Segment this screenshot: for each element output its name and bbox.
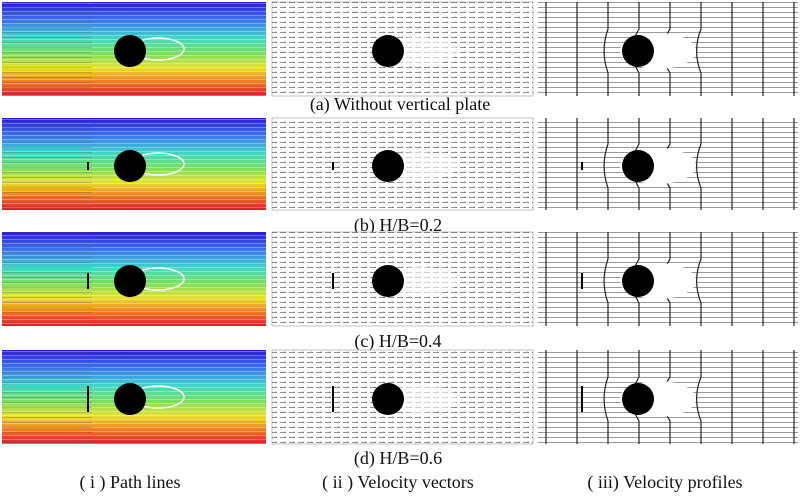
row-caption: (b) H/B=0.2 bbox=[354, 215, 442, 236]
profile-line bbox=[696, 118, 702, 210]
velocity-vectors-panel bbox=[271, 349, 534, 445]
profile-line bbox=[696, 2, 702, 96]
path-lines-panel bbox=[2, 118, 266, 210]
cylinder bbox=[622, 35, 654, 67]
velocity-vectors-panel bbox=[271, 231, 534, 327]
cylinder bbox=[622, 265, 654, 297]
velocity-vectors-panel bbox=[271, 1, 534, 97]
row-caption: (c) H/B=0.4 bbox=[354, 331, 441, 352]
profile-line bbox=[603, 2, 609, 96]
velocity-vectors-panel bbox=[271, 117, 534, 211]
cylinder bbox=[114, 265, 146, 297]
velocity-profiles-panel bbox=[538, 2, 798, 96]
path-lines-panel bbox=[2, 350, 266, 444]
column-label: ( ii ) Velocity vectors bbox=[322, 472, 474, 493]
cylinder bbox=[372, 383, 404, 415]
cylinder bbox=[622, 383, 654, 415]
profile-line bbox=[603, 118, 609, 210]
inflow-lines bbox=[2, 2, 92, 96]
cylinder bbox=[114, 383, 146, 415]
row-caption: (a) Without vertical plate bbox=[310, 94, 490, 115]
profile-line bbox=[603, 232, 609, 326]
column-label: ( i ) Path lines bbox=[80, 472, 181, 493]
row-caption: (d) H/B=0.6 bbox=[354, 448, 442, 469]
cylinder bbox=[114, 150, 146, 182]
inflow-lines bbox=[2, 350, 92, 444]
velocity-profiles-panel bbox=[538, 118, 798, 210]
cylinder bbox=[622, 150, 654, 182]
profile-line bbox=[696, 350, 702, 444]
inflow-lines bbox=[2, 118, 92, 210]
path-lines-panel bbox=[2, 2, 266, 96]
profile-line bbox=[696, 232, 702, 326]
cylinder bbox=[114, 35, 146, 67]
cylinder bbox=[372, 35, 404, 67]
velocity-profiles-panel bbox=[538, 350, 798, 444]
velocity-profiles-panel bbox=[538, 232, 798, 326]
cylinder bbox=[372, 265, 404, 297]
path-lines-panel bbox=[2, 232, 266, 326]
cylinder bbox=[372, 150, 404, 182]
inflow-lines bbox=[2, 232, 92, 326]
profile-line bbox=[603, 350, 609, 444]
column-label: ( iii) Velocity profiles bbox=[587, 472, 742, 493]
